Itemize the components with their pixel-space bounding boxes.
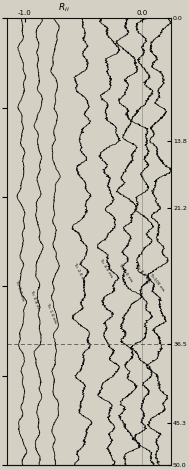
Text: T= 0.0 ms: T= 0.0 ms: [15, 280, 25, 302]
Text: T= 4.0 ms: T= 4.0 ms: [98, 258, 113, 279]
Text: T=100 ms: T=100 ms: [149, 272, 165, 292]
Text: $R_{ii}$: $R_{ii}$: [58, 1, 70, 14]
Text: T= 2.0 ms: T= 2.0 ms: [73, 262, 87, 283]
Text: T= 0.4 ms: T= 0.4 ms: [29, 289, 41, 311]
Text: T= 8.0 ms: T= 8.0 ms: [135, 263, 151, 283]
Text: T= 1.0 ms: T= 1.0 ms: [45, 302, 57, 324]
Text: T= 6.0 ms: T= 6.0 ms: [117, 263, 133, 283]
